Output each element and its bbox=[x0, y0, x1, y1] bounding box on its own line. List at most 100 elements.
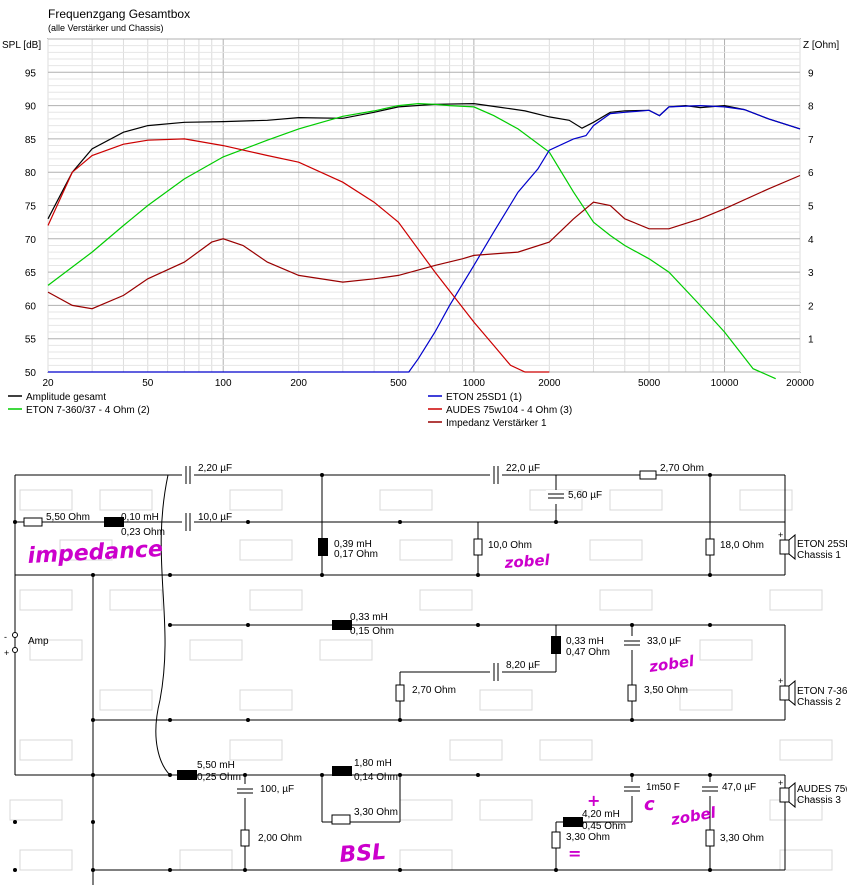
series-line-1 bbox=[47, 102, 801, 220]
inductor-l5[interactable]: 5,50 mH 0,25 Ohm bbox=[177, 760, 241, 783]
c7-value: 100, µF bbox=[260, 784, 294, 795]
legend: Amplitude gesamt ETON 7-360/37 - 4 Ohm (2… bbox=[8, 392, 572, 429]
resistor-r7[interactable]: 2,00 Ohm bbox=[240, 829, 302, 847]
inductor-l1[interactable]: 0,10 mH 0,23 Ohm bbox=[104, 512, 165, 538]
l4-resistance: 0,47 Ohm bbox=[566, 647, 610, 658]
r9-value: 3,30 Ohm bbox=[720, 833, 764, 844]
r1-value: 2,70 Ohm bbox=[660, 463, 704, 474]
annotation-bsl: BSL bbox=[339, 840, 387, 868]
y2-axis-label: Z [Ohm] bbox=[803, 40, 839, 51]
l7-value: 4,20 mH bbox=[582, 809, 620, 820]
capacitor-c9[interactable]: 47,0 µF bbox=[700, 782, 756, 796]
y-tick-label: 50 bbox=[25, 368, 37, 379]
speaker-chassis-2[interactable]: + ETON 7-360 Chassis 2 bbox=[778, 676, 847, 708]
background-pattern bbox=[9, 489, 833, 871]
r5-value: 3,50 Ohm bbox=[644, 685, 688, 696]
y-ticks: 50 55 60 65 70 75 80 85 90 95 bbox=[25, 68, 37, 379]
speaker-1-name: ETON 25SD1 bbox=[797, 539, 847, 550]
y2-tick-label: 7 bbox=[808, 135, 814, 146]
inductor-l6[interactable]: 1,80 mH 0,14 Ohm bbox=[332, 758, 398, 783]
inductor-l7[interactable]: 4,20 mH 0,45 Ohm bbox=[563, 809, 626, 832]
y-tick-label: 55 bbox=[25, 335, 37, 346]
y2-ticks: 1 2 3 4 5 6 7 8 9 bbox=[808, 68, 814, 345]
capacitor-c2[interactable]: 22,0 µF bbox=[490, 463, 540, 484]
resistor-r-in[interactable]: 5,50 Ohm bbox=[23, 512, 90, 527]
r4-value: 2,70 Ohm bbox=[412, 685, 456, 696]
resistor-r6[interactable]: 3,30 Ohm bbox=[331, 807, 398, 825]
y2-tick-label: 8 bbox=[808, 102, 814, 113]
capacitor-c8[interactable]: 1m50 F bbox=[622, 782, 680, 796]
x-ticks: 20 50 100 200 500 1000 2000 5000 10000 20000 bbox=[42, 378, 814, 389]
y-axis-label: SPL [dB] bbox=[2, 40, 41, 51]
capacitor-c7[interactable]: 100, µF bbox=[235, 784, 294, 798]
resistor-r3[interactable]: 18,0 Ohm bbox=[705, 538, 764, 556]
speaker-chassis-3[interactable]: + AUDES 75w Chassis 3 bbox=[778, 778, 847, 809]
annotation-zobel-2: zobel bbox=[647, 652, 696, 676]
l2-resistance: 0,17 Ohm bbox=[334, 549, 378, 560]
y-tick-label: 80 bbox=[25, 168, 37, 179]
y-tick-label: 75 bbox=[25, 202, 37, 213]
x-tick-label: 10000 bbox=[711, 378, 739, 389]
inductor-l4[interactable]: 0,33 mH 0,47 Ohm bbox=[551, 636, 610, 658]
l3-resistance: 0,15 Ohm bbox=[350, 626, 394, 637]
x-tick-label: 200 bbox=[290, 378, 307, 389]
annotation-zobel-3: zobel bbox=[669, 803, 718, 829]
svg-text:+: + bbox=[778, 676, 783, 686]
inductor-l3[interactable]: 0,33 mH 0,15 Ohm bbox=[332, 612, 394, 637]
resistor-r1[interactable]: 2,70 Ohm bbox=[639, 463, 704, 480]
r3-value: 18,0 Ohm bbox=[720, 540, 764, 551]
legend-entry: Impedanz Verstärker 1 bbox=[446, 418, 547, 429]
y-tick-label: 60 bbox=[25, 301, 37, 312]
frequency-response-chart: Frequenzgang Gesamtbox (alle Verstärker … bbox=[2, 7, 839, 429]
r6-value: 3,30 Ohm bbox=[354, 807, 398, 818]
x-tick-label: 20000 bbox=[786, 378, 814, 389]
l1-value: 0,10 mH bbox=[121, 512, 159, 523]
c2-value: 22,0 µF bbox=[506, 463, 540, 474]
r2-value: 10,0 Ohm bbox=[488, 540, 532, 551]
resistor-r2[interactable]: 10,0 Ohm bbox=[473, 538, 532, 556]
crossover-schematic: - + Amp 2,20 µF 22,0 µF 2,70 Ohm 5,50 Oh… bbox=[4, 463, 847, 885]
wires bbox=[14, 474, 786, 885]
speaker-1-chassis: Chassis 1 bbox=[797, 550, 841, 561]
l6-resistance: 0,14 Ohm bbox=[354, 772, 398, 783]
resistor-r8[interactable]: 3,30 Ohm bbox=[551, 831, 610, 849]
svg-text:+: + bbox=[778, 530, 783, 540]
y2-tick-label: 2 bbox=[808, 301, 814, 312]
y2-tick-label: 4 bbox=[808, 235, 814, 246]
annotation-equals: = bbox=[568, 844, 581, 863]
junction-dots bbox=[13, 473, 712, 872]
legend-entry: ETON 7-360/37 - 4 Ohm (2) bbox=[26, 405, 150, 416]
inductor-l2[interactable]: 0,39 mH 0,17 Ohm bbox=[318, 538, 378, 560]
y-tick-label: 90 bbox=[25, 102, 37, 113]
r7-value: 2,00 Ohm bbox=[258, 833, 302, 844]
l2-value: 0,39 mH bbox=[334, 539, 372, 550]
c5-value: 33,0 µF bbox=[647, 636, 681, 647]
y2-tick-label: 1 bbox=[808, 335, 814, 346]
l5-value: 5,50 mH bbox=[197, 760, 235, 771]
capacitor-c6[interactable]: 8,20 µF bbox=[490, 660, 540, 681]
annotation-c: c bbox=[644, 794, 655, 815]
capacitor-c4[interactable]: 5,60 µF bbox=[546, 490, 602, 504]
capacitor-c3[interactable]: 10,0 µF bbox=[182, 512, 232, 531]
amp-terminal: - + Amp bbox=[4, 632, 49, 658]
speaker-chassis-1[interactable]: + ETON 25SD1 Chassis 1 bbox=[778, 530, 847, 561]
x-tick-label: 500 bbox=[390, 378, 407, 389]
c6-value: 8,20 µF bbox=[506, 660, 540, 671]
x-tick-label: 100 bbox=[215, 378, 232, 389]
speaker-2-name: ETON 7-360 bbox=[797, 686, 847, 697]
l7-resistance: 0,45 Ohm bbox=[582, 821, 626, 832]
annotation-plus: + bbox=[587, 791, 600, 810]
l3-value: 0,33 mH bbox=[350, 612, 388, 623]
y2-tick-label: 5 bbox=[808, 202, 814, 213]
series-line-3 bbox=[48, 104, 801, 373]
series-line-4 bbox=[47, 138, 550, 373]
l4-value: 0,33 mH bbox=[566, 636, 604, 647]
resistor-r4[interactable]: 2,70 Ohm bbox=[395, 684, 456, 702]
c9-value: 47,0 µF bbox=[722, 782, 756, 793]
resistor-r9[interactable]: 3,30 Ohm bbox=[705, 829, 764, 847]
capacitor-c1[interactable]: 2,20 µF bbox=[182, 463, 232, 484]
resistor-r5[interactable]: 3,50 Ohm bbox=[627, 684, 688, 702]
capacitor-c5[interactable]: 33,0 µF bbox=[622, 636, 681, 650]
amp-label: Amp bbox=[28, 636, 49, 647]
svg-text:+: + bbox=[778, 778, 783, 788]
